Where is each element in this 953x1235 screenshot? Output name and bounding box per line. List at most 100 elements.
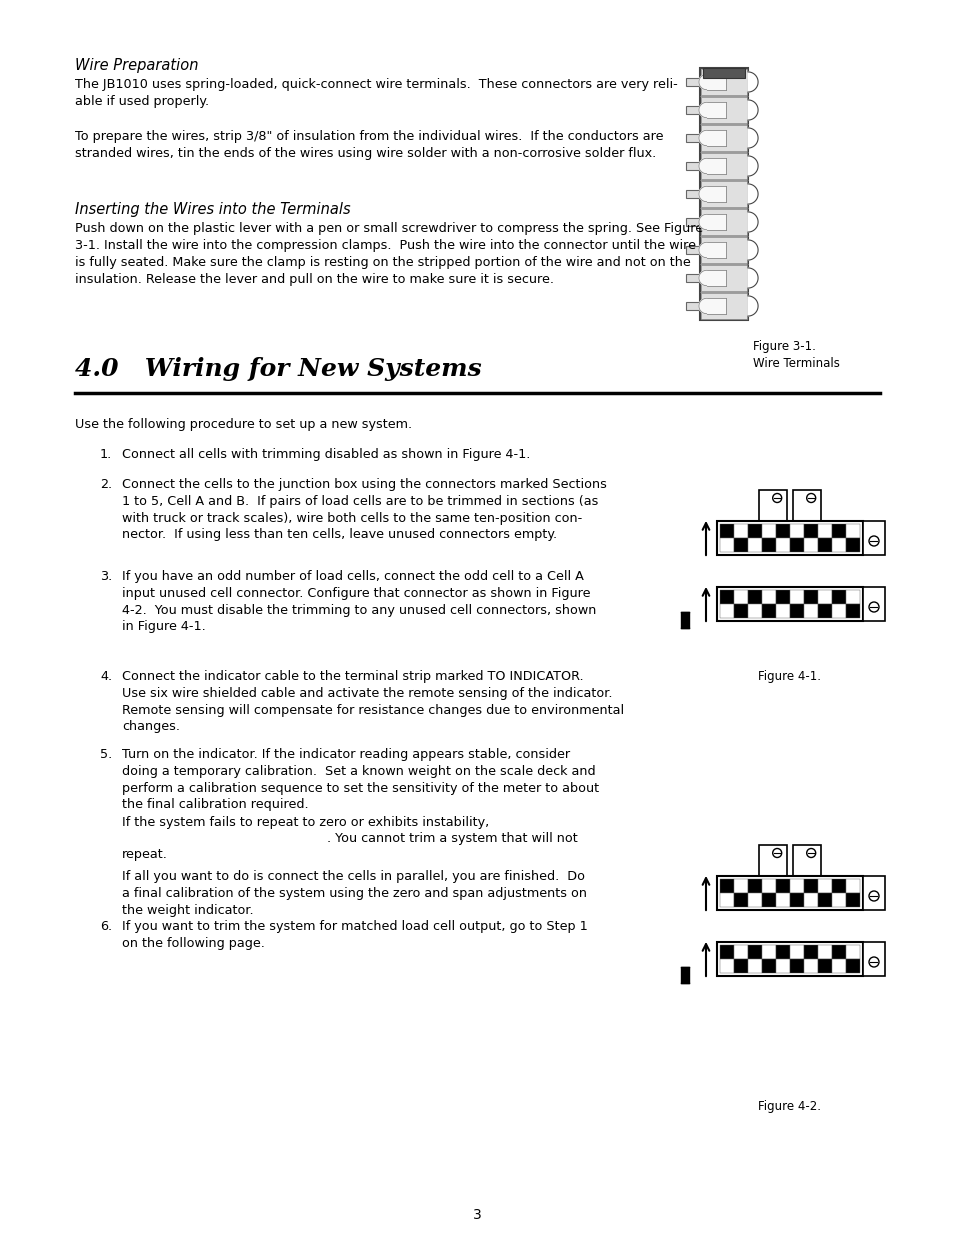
Bar [706,215,725,230]
Bar [685,78,700,86]
Bar [700,266,746,291]
Bar [720,960,733,973]
Bar [761,879,775,893]
Bar [761,524,775,538]
Bar [789,538,803,552]
Bar [775,945,789,960]
Circle shape [868,536,878,546]
Bar [700,68,747,320]
Bar [685,246,700,254]
Bar [817,538,831,552]
Bar [700,69,746,95]
Bar [747,590,761,604]
Bar [761,945,775,960]
Bar [720,604,733,618]
Bar [831,524,845,538]
Bar [831,590,845,604]
Bar [817,879,831,893]
Text: repeat.: repeat. [122,848,168,861]
Bar [845,945,859,960]
Bar [733,524,747,538]
Polygon shape [747,212,758,232]
Bar [845,893,859,906]
Bar [845,590,859,604]
Bar [792,490,821,522]
Bar [747,893,761,906]
Text: Turn on the indicator. If the indicator reading appears stable, consider
doing a: Turn on the indicator. If the indicator … [122,748,598,811]
Bar [775,590,789,604]
Bar [789,893,803,906]
Bar [845,879,859,893]
Polygon shape [699,242,706,258]
Bar [817,893,831,906]
Bar [706,270,725,285]
Circle shape [868,957,878,967]
Bar [700,182,746,207]
Bar [789,524,803,538]
Bar [775,879,789,893]
Text: 2.: 2. [100,478,112,492]
Bar [747,879,761,893]
Bar [792,845,821,877]
Bar [775,538,789,552]
Bar [803,960,817,973]
Bar [700,209,746,235]
Bar [706,103,725,117]
Bar [831,879,845,893]
Circle shape [806,848,815,857]
Bar [817,524,831,538]
Text: To prepare the wires, strip 3/8" of insulation from the individual wires.  If th: To prepare the wires, strip 3/8" of insu… [75,130,662,161]
Bar [761,960,775,973]
Bar [789,879,803,893]
Bar [717,521,862,555]
Bar [803,590,817,604]
Bar [733,604,747,618]
Bar [845,524,859,538]
Bar [700,125,746,151]
Bar [733,960,747,973]
Circle shape [868,601,878,613]
Text: 4.: 4. [100,671,112,683]
Bar [702,68,744,78]
Bar [700,293,746,319]
Bar [706,158,725,174]
Bar [817,945,831,960]
Polygon shape [699,74,706,90]
Bar [700,153,746,179]
Circle shape [772,848,781,857]
Bar [733,590,747,604]
Bar [789,945,803,960]
Polygon shape [699,215,706,230]
Bar [803,524,817,538]
Bar [706,74,725,90]
Bar [775,524,789,538]
Text: Figure 3-1.
Wire Terminals: Figure 3-1. Wire Terminals [752,340,839,370]
Bar [717,587,862,621]
Bar [862,942,884,976]
Text: 3.: 3. [100,571,112,583]
Bar [845,960,859,973]
Bar [862,587,884,621]
Bar [720,893,733,906]
Bar [747,945,761,960]
Bar [706,186,725,201]
Polygon shape [699,131,706,146]
Bar [733,879,747,893]
Text: 5.: 5. [100,748,112,761]
Polygon shape [699,270,706,285]
Bar [775,604,789,618]
Bar [817,590,831,604]
Text: 3: 3 [472,1208,481,1221]
Polygon shape [747,268,758,288]
Text: Connect the cells to the junction box using the connectors marked Sections
1 to : Connect the cells to the junction box us… [122,478,606,541]
Text: If the system fails to repeat to zero or exhibits instability,: If the system fails to repeat to zero or… [122,816,489,829]
Bar [803,893,817,906]
Bar [747,960,761,973]
Text: The JB1010 uses spring-loaded, quick-connect wire terminals.  These connectors a: The JB1010 uses spring-loaded, quick-con… [75,78,677,107]
Text: 4.0   Wiring for New Systems: 4.0 Wiring for New Systems [75,357,481,382]
Text: 1.: 1. [100,448,112,461]
Bar [733,893,747,906]
Bar [845,604,859,618]
Bar [775,960,789,973]
Bar [706,242,725,258]
